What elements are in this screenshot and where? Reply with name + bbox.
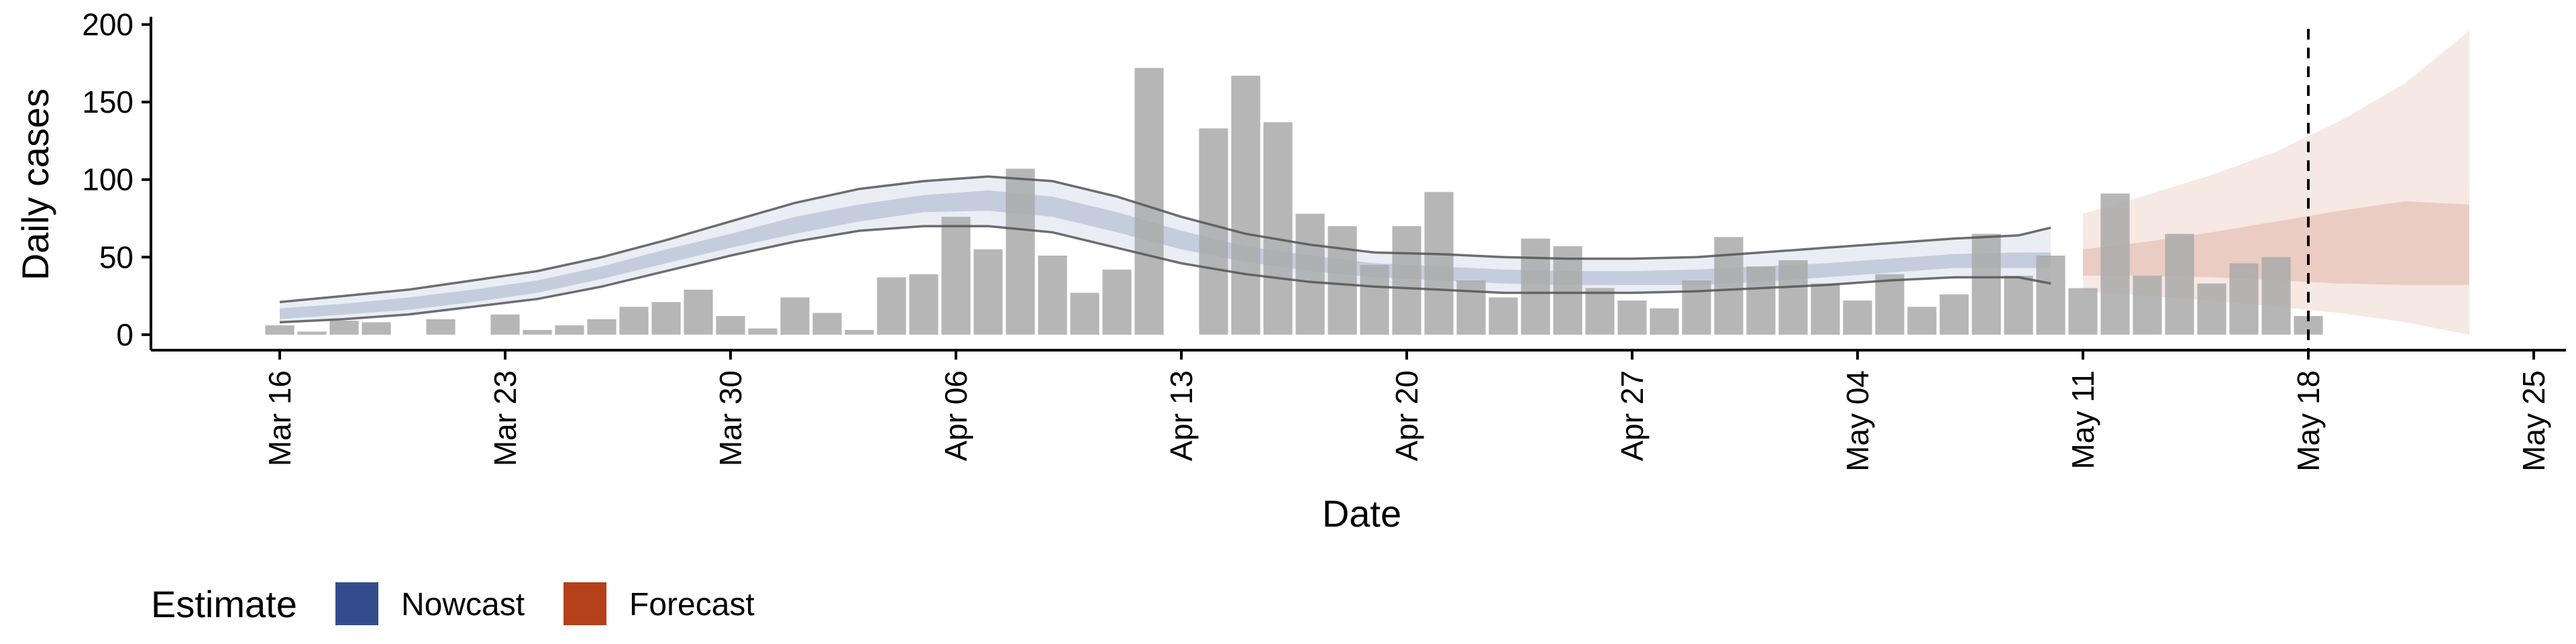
case-bar <box>716 316 745 335</box>
y-tick-label: 100 <box>82 162 133 197</box>
case-bar <box>909 274 938 335</box>
case-bar <box>1263 122 1293 335</box>
case-bar <box>1585 288 1615 335</box>
legend-swatch-forecast <box>564 582 606 625</box>
legend-title: Estimate <box>151 583 297 625</box>
case-bar <box>2036 256 2065 335</box>
case-bar <box>1939 294 1969 335</box>
nowcast-upper-line <box>279 175 2051 304</box>
x-tick-label: Mar 16 <box>262 370 297 466</box>
x-tick-label: Apr 27 <box>1615 370 1650 462</box>
x-axis-title: Date <box>1322 492 1401 535</box>
x-tick-label: Apr 13 <box>1164 370 1199 462</box>
case-bar <box>2229 263 2259 335</box>
case-bar <box>2100 193 2130 335</box>
y-tick-label: 50 <box>99 239 133 274</box>
case-bar <box>1907 307 1937 335</box>
case-bar <box>1038 256 1067 335</box>
y-tick-label: 0 <box>116 317 133 352</box>
nowcast-outer-band <box>280 176 2051 323</box>
nowcast-lower-line <box>279 225 2051 324</box>
legend-label-nowcast: Nowcast <box>401 587 525 623</box>
case-bar <box>1134 68 1164 335</box>
case-bar <box>941 217 971 335</box>
y-tick-label: 200 <box>82 7 133 42</box>
case-bar <box>1521 238 1550 335</box>
case-bar <box>812 313 842 335</box>
case-bar <box>1972 233 2001 335</box>
x-tick-label: Mar 23 <box>488 370 523 466</box>
case-bar <box>1102 269 1132 335</box>
x-tick-label: May 18 <box>2291 370 2326 472</box>
x-tick-label: May 11 <box>2065 370 2100 469</box>
case-bar <box>1811 283 1840 335</box>
case-bar <box>1456 280 1486 335</box>
x-tick-label: May 25 <box>2516 370 2551 472</box>
case-bar <box>1424 192 1454 335</box>
case-bar <box>651 302 681 335</box>
x-tick-label: Apr 20 <box>1389 370 1424 462</box>
legend-label-forecast: Forecast <box>629 587 755 623</box>
case-bar <box>362 322 391 335</box>
legend-swatch-nowcast <box>335 582 378 625</box>
case-bar <box>748 328 777 335</box>
x-tick-label: May 04 <box>1840 370 1875 472</box>
x-tick-label: Apr 06 <box>938 370 973 462</box>
case-bar <box>426 319 455 335</box>
x-tick-label: Mar 30 <box>713 370 748 466</box>
case-bar <box>1843 301 1872 335</box>
case-bar <box>1714 237 1743 335</box>
case-bar <box>1778 260 1808 335</box>
case-bar <box>1875 274 1904 335</box>
case-bar <box>1650 308 1679 335</box>
case-bar <box>2165 233 2194 335</box>
case-bar <box>297 331 327 335</box>
case-bar <box>877 277 906 335</box>
y-tick-label: 150 <box>82 85 133 119</box>
case-bar <box>555 325 584 335</box>
case-bar <box>973 249 1003 335</box>
case-bar <box>780 297 810 335</box>
case-bar <box>1746 266 1776 335</box>
case-bar <box>1295 213 1325 335</box>
case-bar <box>684 289 713 335</box>
case-bar <box>1231 75 1260 335</box>
case-bar <box>1360 264 1389 335</box>
case-bar <box>1489 297 1518 335</box>
case-bar <box>1328 226 1357 335</box>
case-bar <box>619 307 649 335</box>
legend: Estimate Nowcast Forecast <box>151 582 755 625</box>
case-bar <box>523 329 552 335</box>
case-bar <box>1617 301 1647 335</box>
case-bar <box>2197 283 2226 335</box>
interval-lines <box>279 29 2310 350</box>
case-bar <box>2004 276 2033 335</box>
case-bar <box>1199 128 1228 335</box>
case-bar <box>1553 246 1582 335</box>
y-axis-title: Daily cases <box>14 89 56 280</box>
case-bar <box>265 325 294 335</box>
case-bar <box>1682 280 1711 335</box>
case-bars <box>265 68 2323 335</box>
case-bar <box>1392 226 1421 335</box>
case-bar <box>490 314 520 335</box>
case-bar <box>329 321 359 335</box>
case-bar <box>587 319 616 335</box>
case-bar <box>2133 276 2162 335</box>
case-bar <box>2068 288 2098 335</box>
case-bar <box>845 329 874 335</box>
axes: 0 50 100 150 200 Mar 16 Mar 23 Mar 30 Apr 06 Apr … <box>82 7 2566 472</box>
case-bar <box>2261 257 2291 335</box>
case-bar <box>1006 168 1035 335</box>
case-bar <box>1070 292 1099 335</box>
